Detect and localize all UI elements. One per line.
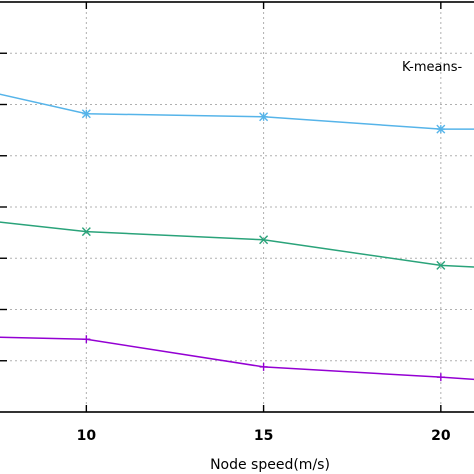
axes-frame xyxy=(0,1,474,413)
series-2 xyxy=(0,221,474,270)
series-line xyxy=(0,93,474,130)
data-point xyxy=(81,109,91,119)
data-point xyxy=(259,362,268,371)
x-tick-label: 15 xyxy=(254,428,273,444)
series-1 xyxy=(0,93,474,134)
data-point xyxy=(259,235,269,245)
data-point xyxy=(81,227,91,237)
x-tick-label: 20 xyxy=(431,428,451,444)
data-point xyxy=(82,335,91,344)
data-point xyxy=(259,112,269,122)
data-point xyxy=(436,124,446,134)
series-line xyxy=(0,336,474,381)
legend-entry-label: K-means- xyxy=(402,60,462,75)
ticks: 10 15 20 xyxy=(0,2,451,444)
x-tick-label: 10 xyxy=(77,428,97,444)
data-point xyxy=(436,373,445,382)
series-group xyxy=(0,93,474,382)
data-point xyxy=(436,260,446,270)
series-3 xyxy=(0,335,474,382)
series-line xyxy=(0,221,474,268)
plot-frame xyxy=(0,1,474,413)
x-axis-label: Node speed(m/s) xyxy=(210,457,330,473)
